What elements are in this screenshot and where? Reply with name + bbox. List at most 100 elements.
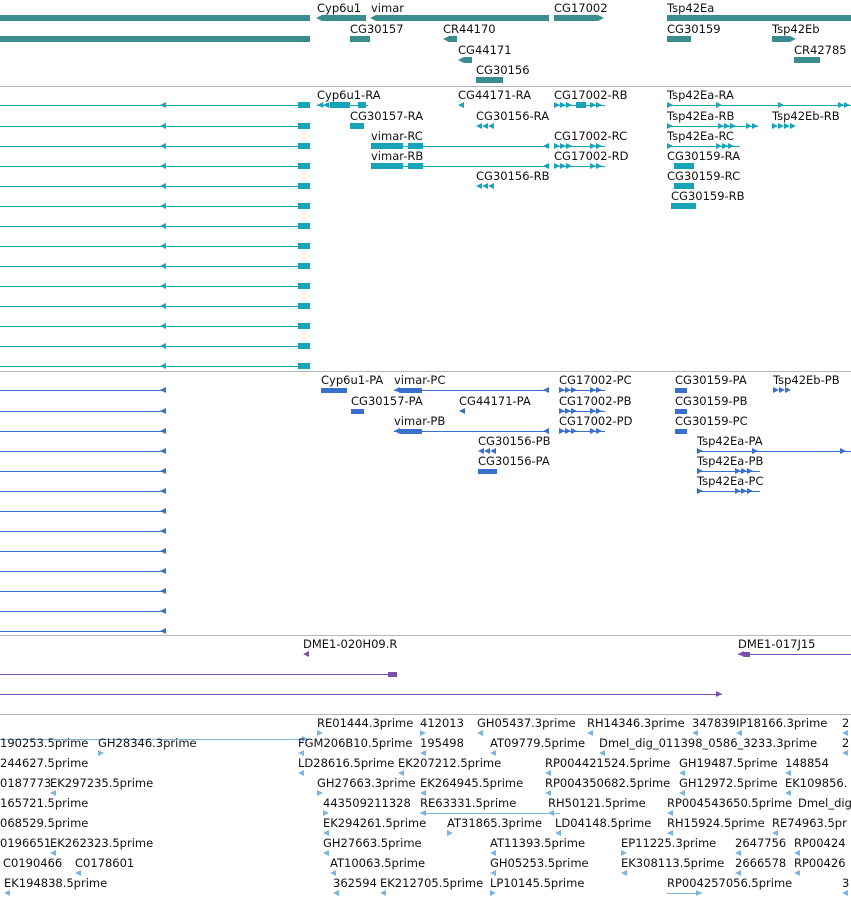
feature-block [0,15,310,21]
feature-line [667,893,702,894]
feature-label: Tsp42Ea-RA [667,88,734,102]
arrow-left-icon [555,830,561,836]
feature-label: Cyp6u1-PA [321,373,384,387]
arrow-right-icon [772,123,778,129]
feature-label: Tsp42Ea-RC [667,129,734,143]
feature-line [0,126,310,127]
arrow-left-icon [692,730,698,736]
feature-label: AT11393.5prime [490,836,586,850]
arrow-left-icon [599,750,605,756]
feature-label: Tsp42Ea [667,1,715,15]
arrow-right-icon [747,488,753,494]
feature-label: CG17002-PB [559,394,632,408]
feature-line [0,266,310,267]
feature-line [0,571,165,572]
feature-block [371,163,403,169]
arrow-left-icon [160,102,166,108]
feature-block [0,36,310,42]
feature-line [0,739,308,740]
feature-line [371,146,549,147]
arrow-right-icon [317,790,323,796]
arrow-left-icon [160,428,166,434]
arrow-right-icon [490,890,496,896]
arrow-right-icon [735,468,741,474]
feature-block [298,102,310,108]
arrow-left-icon [543,163,549,169]
feature-line [394,431,549,432]
feature-label: EK294261.5prime [323,816,427,830]
feature-label: EK308113.5prime [621,856,725,870]
arrow-left-icon [160,243,166,249]
arrow-right-icon [790,36,796,42]
feature-block [322,15,366,21]
feature-label: vimar-PC [394,373,446,387]
feature-line [0,366,310,367]
feature-label: Tsp42Ea-PA [697,434,763,448]
feature-block [400,429,422,434]
feature-label: FGM206B10.5prime [298,736,413,750]
arrow-right-icon [571,408,577,414]
feature-block [674,163,694,169]
feature-block [330,102,350,108]
feature-line [0,105,310,106]
feature-label: CG30159-PB [675,394,748,408]
feature-block [408,143,423,149]
feature-label: RE01444.3prime [317,716,414,730]
arrow-right-icon [746,123,752,129]
arrow-right-icon [554,163,560,169]
feature-label: Tsp42Eb-RB [772,109,840,123]
arrow-left-icon [488,183,494,189]
feature-label: Tsp42Eb [772,22,820,36]
feature-label: RH15924.5prime [667,816,765,830]
feature-label: 347839 [692,716,736,730]
arrow-left-icon [794,870,800,876]
feature-label: EK297235.5prime [50,776,154,790]
track-genes: Cyp6u1 vimar CG17002 Tsp42Ea CG30157 CR44170 C… [0,0,851,86]
feature-label: CG30157 [350,22,404,36]
arrow-left-icon [75,870,81,876]
feature-label: CG30156-RA [476,109,550,123]
feature-label: Cyp6u1-RA [317,88,381,102]
arrow-right-icon [571,387,577,393]
feature-block [298,223,310,229]
arrow-left-icon [420,750,426,756]
feature-label: GH28346.3prime [98,736,197,750]
arrow-left-icon [160,123,166,129]
arrow-right-icon [596,102,602,108]
arrow-left-icon [160,203,166,209]
feature-block [667,15,851,21]
feature-line [0,631,165,632]
arrow-right-icon [566,102,572,108]
arrow-right-icon [565,428,571,434]
arrow-right-icon [559,428,565,434]
arrow-left-icon [679,790,685,796]
feature-label: EK262323.5prime [50,836,154,850]
feature-block [554,15,598,21]
feature-label: CG44171-RA [458,88,532,102]
arrow-right-icon [559,387,565,393]
feature-label: CG30159 [667,22,721,36]
arrow-right-icon [590,428,596,434]
feature-label: CG30157-RA [350,109,424,123]
arrow-right-icon [571,428,577,434]
track-transcripts: Cyp6u1-RA CG44171-RA CG17002-RB Tsp42Ea-RA C… [0,87,851,371]
feature-label: C0190466 [3,856,63,870]
arrow-right-icon [596,387,602,393]
feature-label: RP004350682.5prime [545,776,671,790]
feature-line [0,531,165,532]
feature-label: RE74963.5pr [772,816,847,830]
arrow-left-icon [370,15,376,21]
feature-label: 244627.5prime [0,756,89,770]
feature-label: CG44171-PA [459,394,531,408]
arrow-right-icon [565,408,571,414]
arrow-right-icon [716,102,722,108]
feature-line [0,326,310,327]
feature-block [478,469,497,474]
arrow-left-icon [394,387,400,393]
feature-label: GH19487.5prime [679,756,778,770]
feature-label: EK194838.5prime [4,876,108,890]
feature-line [394,390,549,391]
arrow-left-icon [679,770,685,776]
arrow-left-icon [459,408,465,414]
feature-block [321,388,347,393]
